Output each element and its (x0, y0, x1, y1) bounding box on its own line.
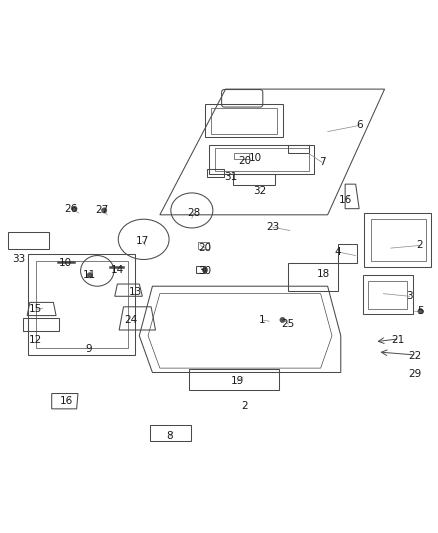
Text: 32: 32 (253, 186, 266, 196)
Text: 2: 2 (416, 240, 423, 251)
Circle shape (72, 206, 77, 211)
Text: 31: 31 (225, 172, 238, 182)
Text: 9: 9 (85, 344, 92, 354)
Text: 26: 26 (64, 204, 78, 214)
Text: 25: 25 (282, 319, 295, 329)
Text: 22: 22 (409, 351, 422, 361)
Text: 5: 5 (417, 306, 424, 316)
Text: 10: 10 (59, 258, 72, 268)
Text: 30: 30 (198, 266, 212, 276)
Text: 8: 8 (166, 431, 173, 441)
Text: 7: 7 (318, 157, 325, 167)
Text: 27: 27 (95, 205, 108, 215)
Circle shape (87, 273, 92, 278)
Text: 16: 16 (339, 195, 352, 205)
Text: 19: 19 (231, 376, 244, 386)
Text: 11: 11 (83, 270, 96, 280)
Circle shape (280, 317, 285, 322)
Circle shape (202, 268, 208, 273)
Text: 3: 3 (406, 291, 413, 301)
Text: 20: 20 (238, 156, 251, 166)
Text: 14: 14 (111, 265, 124, 275)
Text: 13: 13 (129, 287, 142, 297)
Text: 17: 17 (136, 236, 149, 246)
Text: 2: 2 (241, 401, 248, 411)
Text: 15: 15 (29, 304, 42, 314)
Text: 10: 10 (248, 153, 261, 163)
Text: 6: 6 (356, 120, 363, 131)
Circle shape (418, 309, 423, 314)
Text: 4: 4 (335, 247, 342, 257)
Text: 18: 18 (317, 269, 330, 279)
Text: 24: 24 (124, 315, 137, 325)
Text: 12: 12 (29, 335, 42, 345)
Text: 29: 29 (409, 369, 422, 379)
Text: 20: 20 (198, 243, 212, 253)
Text: 1: 1 (258, 315, 265, 325)
Text: 23: 23 (266, 222, 279, 232)
Circle shape (102, 208, 107, 213)
Text: 28: 28 (187, 208, 200, 218)
Text: 21: 21 (391, 335, 404, 345)
Text: 33: 33 (12, 254, 25, 264)
Text: 16: 16 (60, 397, 73, 406)
